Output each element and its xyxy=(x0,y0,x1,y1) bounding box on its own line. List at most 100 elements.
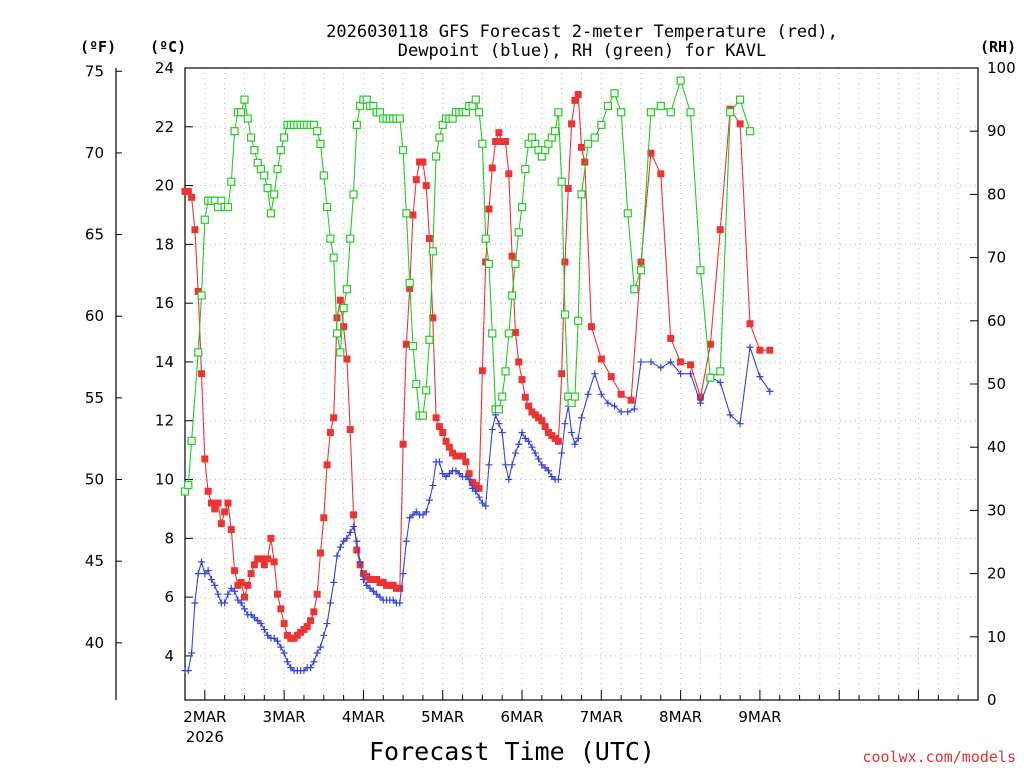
dewpoint-point xyxy=(716,379,724,387)
dewpoint-point xyxy=(541,464,549,472)
temperature-point xyxy=(247,570,255,578)
rh-tick-label: 0 xyxy=(987,691,997,709)
relative-humidity-point xyxy=(395,114,404,123)
relative-humidity-point xyxy=(223,202,233,212)
dewpoint-point xyxy=(538,461,546,469)
temperature-point xyxy=(214,499,222,507)
temperature-point xyxy=(207,499,215,507)
chart-title-line-1: 2026030118 GFS Forecast 2-meter Temperat… xyxy=(326,22,838,42)
temperature-point xyxy=(435,423,443,431)
relative-humidity-point xyxy=(574,316,583,325)
relative-humidity-point xyxy=(402,209,411,218)
temperature-point xyxy=(280,620,288,628)
relative-humidity-point xyxy=(398,146,408,155)
dewpoint-point xyxy=(465,476,473,484)
relative-humidity-point xyxy=(313,127,322,136)
temperature-point xyxy=(488,164,496,172)
dewpoint-point xyxy=(657,364,665,372)
dewpoint-point xyxy=(270,634,278,642)
temperature-point xyxy=(756,346,764,354)
dewpoint-point xyxy=(204,567,212,575)
relative-humidity-point xyxy=(735,95,745,104)
dewpoint-point xyxy=(376,593,384,601)
dewpoint-point xyxy=(359,575,367,583)
relative-humidity-point xyxy=(342,285,352,294)
celsius-tick-label: 20 xyxy=(155,177,174,195)
relative-humidity-point xyxy=(405,278,414,287)
dewpoint-point xyxy=(310,658,318,666)
temperature-point xyxy=(627,396,635,404)
fahrenheit-tick-label: 55 xyxy=(85,389,104,407)
temperature-point xyxy=(561,258,569,266)
dewpoint-point xyxy=(221,599,229,607)
dewpoint-point xyxy=(578,414,585,422)
temperature-point xyxy=(330,414,338,422)
dewpoint-point xyxy=(234,596,242,604)
relative-humidity-point xyxy=(676,76,685,85)
fahrenheit-tick-label: 40 xyxy=(85,634,104,652)
relative-humidity-point xyxy=(352,120,361,129)
temperature-point xyxy=(478,367,486,375)
relative-humidity-point xyxy=(326,234,335,243)
temperature-point xyxy=(191,226,199,234)
dewpoint-point xyxy=(399,570,407,578)
temperature-point xyxy=(587,323,595,331)
celsius-axis-unit: (ºC) xyxy=(150,38,186,56)
relative-humidity-point xyxy=(230,127,239,136)
dewpoint-point xyxy=(571,440,579,448)
dewpoint-point xyxy=(478,499,486,507)
dewpoint-point xyxy=(528,443,536,451)
temperature-point xyxy=(475,484,483,492)
x-tick-label: 5MAR xyxy=(421,708,464,726)
dewpoint-point xyxy=(184,667,192,675)
relative-humidity-point xyxy=(617,108,626,117)
temperature-point xyxy=(316,549,324,557)
temperature-point xyxy=(716,226,724,234)
x-axis-label: Forecast Time (UTC) xyxy=(369,737,655,766)
temperature-point xyxy=(445,443,453,451)
credit-text: coolwx.com/models xyxy=(862,748,1016,766)
temperature-point xyxy=(313,590,321,598)
relative-humidity-point xyxy=(686,108,695,117)
temperature-point xyxy=(250,561,258,569)
rh-tick-label: 60 xyxy=(987,312,1006,330)
relative-humidity-point xyxy=(200,215,209,224)
temperature-point xyxy=(502,137,510,145)
fahrenheit-tick-label: 65 xyxy=(85,226,104,244)
celsius-tick-label: 22 xyxy=(155,118,174,136)
x-tick-label: 6MAR xyxy=(500,708,543,726)
dewpoint-point xyxy=(485,461,493,469)
temperature-point xyxy=(505,170,513,178)
dewpoint-point xyxy=(323,620,331,628)
dewpoint-point xyxy=(254,617,262,625)
dewpoint-point xyxy=(214,590,222,598)
dewpoint-point xyxy=(617,408,625,416)
dewpoint-point xyxy=(746,343,754,351)
dewpoint-point xyxy=(280,649,288,657)
dewpoint-point xyxy=(402,537,410,545)
relative-humidity-point xyxy=(745,127,755,136)
relative-humidity-point xyxy=(187,436,196,445)
relative-humidity-point xyxy=(194,348,203,357)
temperature-point xyxy=(194,287,202,295)
dewpoint-point xyxy=(568,429,576,437)
temperature-point xyxy=(558,370,566,378)
dewpoint-point xyxy=(406,514,414,522)
dewpoint-point xyxy=(554,476,562,484)
dewpoint-point xyxy=(597,390,605,398)
temperature-point xyxy=(538,417,546,425)
temperature-point xyxy=(571,96,579,104)
relative-humidity-point xyxy=(474,108,484,117)
relative-humidity-point xyxy=(597,120,606,129)
temperature-point xyxy=(237,578,245,586)
dewpoint-point xyxy=(439,470,447,478)
dewpoint-point xyxy=(584,390,592,398)
temperature-point xyxy=(340,323,348,331)
rh-tick-label: 10 xyxy=(987,628,1006,646)
dewpoint-point xyxy=(687,370,695,378)
temperature-point xyxy=(647,149,655,157)
relative-humidity-point xyxy=(726,108,735,117)
dewpoint-point xyxy=(369,587,377,595)
dewpoint-point xyxy=(756,373,764,381)
temperature-point xyxy=(492,137,500,145)
